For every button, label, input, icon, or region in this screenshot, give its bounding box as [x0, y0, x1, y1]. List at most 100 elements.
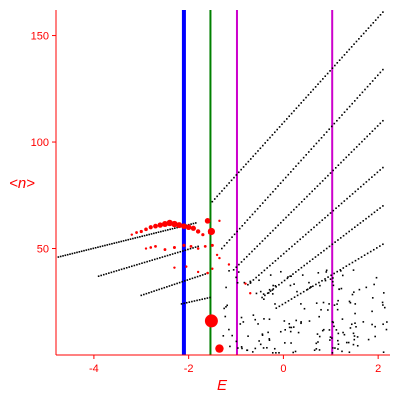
band-7-point: [358, 143, 361, 146]
scatter-point: [371, 297, 374, 299]
scatter-point: [254, 318, 257, 321]
band-1-point: [153, 232, 155, 235]
band-7-point: [350, 151, 353, 153]
band-10-point: [296, 294, 299, 297]
scatter-point: [382, 292, 385, 294]
band-8-point: [310, 228, 313, 231]
band-4-point: [209, 296, 211, 299]
band-1-point: [192, 222, 195, 225]
band-6-point: [305, 154, 307, 156]
scatter-point: [342, 331, 344, 334]
red-point: [201, 233, 205, 237]
scatter-point: [383, 306, 386, 309]
scatter-point: [365, 286, 368, 289]
band-7-point: [269, 232, 272, 235]
band-2-point: [194, 246, 197, 248]
red-point: [244, 282, 247, 285]
band-5-point: [343, 54, 346, 56]
band-1-point: [143, 234, 146, 237]
band-6-point: [251, 213, 254, 216]
band-1-point: [150, 233, 153, 235]
y-tick-label: 50: [37, 244, 49, 256]
band-8-point: [349, 195, 351, 198]
band-5-point: [233, 176, 235, 179]
band-3-point: [183, 280, 186, 282]
band-10-point: [308, 287, 311, 289]
scatter-point: [335, 329, 338, 331]
band-5-point: [242, 166, 245, 168]
band-6-point: [361, 91, 364, 94]
red-points: [130, 218, 252, 353]
band-7-point: [334, 167, 337, 169]
scatter-point: [246, 349, 248, 352]
band-6-point: [356, 97, 359, 99]
band-10-point: [333, 272, 335, 275]
band-6-point: [236, 230, 238, 233]
scatter-point: [331, 320, 334, 323]
scatter-point: [352, 343, 355, 346]
band-1-point: [169, 228, 171, 231]
band-9-point: [376, 209, 379, 211]
band-9-point: [359, 222, 362, 224]
scatter-point: [331, 352, 334, 354]
black-points: [57, 11, 388, 354]
band-6-point: [315, 142, 318, 145]
band-5-point: [314, 86, 317, 88]
band-2-point: [102, 273, 105, 276]
band-6-point: [267, 196, 269, 199]
band-5-point: [261, 144, 264, 147]
band-6-point: [307, 151, 310, 153]
band-1-point: [146, 234, 148, 236]
scatter-point: [225, 306, 227, 308]
band-7-point: [293, 208, 295, 211]
scatter-point: [371, 323, 373, 326]
band-7-point: [327, 174, 329, 177]
band-9-point: [306, 262, 308, 265]
band-3-point: [204, 273, 207, 275]
band-8-point: [247, 283, 249, 286]
band-1-point: [139, 236, 141, 238]
band-6-point: [323, 134, 325, 136]
band-9-point: [373, 211, 376, 214]
red-point: [185, 224, 192, 231]
scatter-point: [318, 349, 321, 351]
band-2-point: [123, 267, 125, 270]
band-8-point: [335, 207, 337, 210]
red-point: [182, 243, 186, 247]
band-8-point: [299, 238, 302, 241]
band-3-point: [176, 282, 178, 285]
scatter-point: [310, 286, 312, 288]
band-7-point: [303, 198, 306, 201]
band-10-point: [376, 247, 378, 249]
scatter-point: [375, 276, 378, 279]
red-point: [161, 221, 168, 228]
band-6-point: [302, 156, 305, 159]
scatter-point: [266, 346, 268, 349]
band-9-point: [309, 260, 311, 263]
band-6-point: [348, 105, 351, 108]
x-axis-label: E: [217, 377, 228, 394]
band-6-point: [226, 242, 228, 244]
band-5-point: [341, 56, 343, 59]
scatter-point: [283, 320, 286, 322]
band-5-point: [360, 35, 363, 37]
band-7-point: [240, 261, 243, 263]
band-5-point: [326, 72, 329, 75]
red-point: [153, 223, 158, 229]
band-7-point: [324, 177, 327, 180]
band-6-point: [374, 77, 377, 79]
band-1-point: [115, 241, 118, 244]
scatter-point: [352, 332, 355, 335]
scatter-point: [374, 325, 376, 328]
band-10-point: [351, 261, 354, 264]
band-7-point: [277, 224, 279, 227]
red-point: [163, 248, 167, 251]
band-1-point: [66, 253, 69, 256]
band-7-point: [266, 235, 269, 237]
band-9-point: [280, 281, 283, 284]
red-point: [189, 244, 193, 248]
band-1-point: [106, 244, 109, 246]
scatter-point: [240, 316, 243, 319]
scatter-point: [243, 281, 246, 284]
band-8-point: [291, 245, 293, 248]
